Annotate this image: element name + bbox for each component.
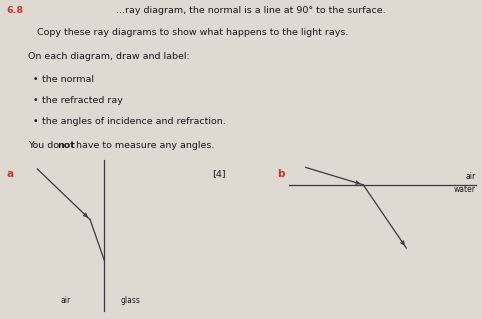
Text: You do: You do [28, 141, 62, 150]
Text: ...ray diagram, the normal is a line at 90° to the surface.: ...ray diagram, the normal is a line at … [116, 6, 386, 15]
Text: air: air [466, 172, 476, 182]
Text: the angles of incidence and refraction.: the angles of incidence and refraction. [42, 117, 226, 126]
Text: b: b [277, 169, 284, 179]
Text: the refracted ray: the refracted ray [42, 96, 123, 105]
Text: •: • [33, 75, 38, 84]
Text: a: a [6, 169, 13, 179]
Text: not: not [57, 141, 75, 150]
Text: water: water [454, 185, 476, 194]
Text: [4]: [4] [212, 169, 226, 178]
Text: •: • [33, 96, 38, 105]
Text: have to measure any angles.: have to measure any angles. [73, 141, 214, 150]
Text: •: • [33, 117, 38, 126]
Text: glass: glass [121, 296, 141, 305]
Text: the normal: the normal [42, 75, 94, 84]
Text: air: air [61, 296, 71, 305]
Text: 6.8: 6.8 [6, 6, 23, 15]
Text: Copy these ray diagrams to show what happens to the light rays.: Copy these ray diagrams to show what hap… [37, 28, 348, 37]
Text: On each diagram, draw and label:: On each diagram, draw and label: [28, 52, 189, 61]
